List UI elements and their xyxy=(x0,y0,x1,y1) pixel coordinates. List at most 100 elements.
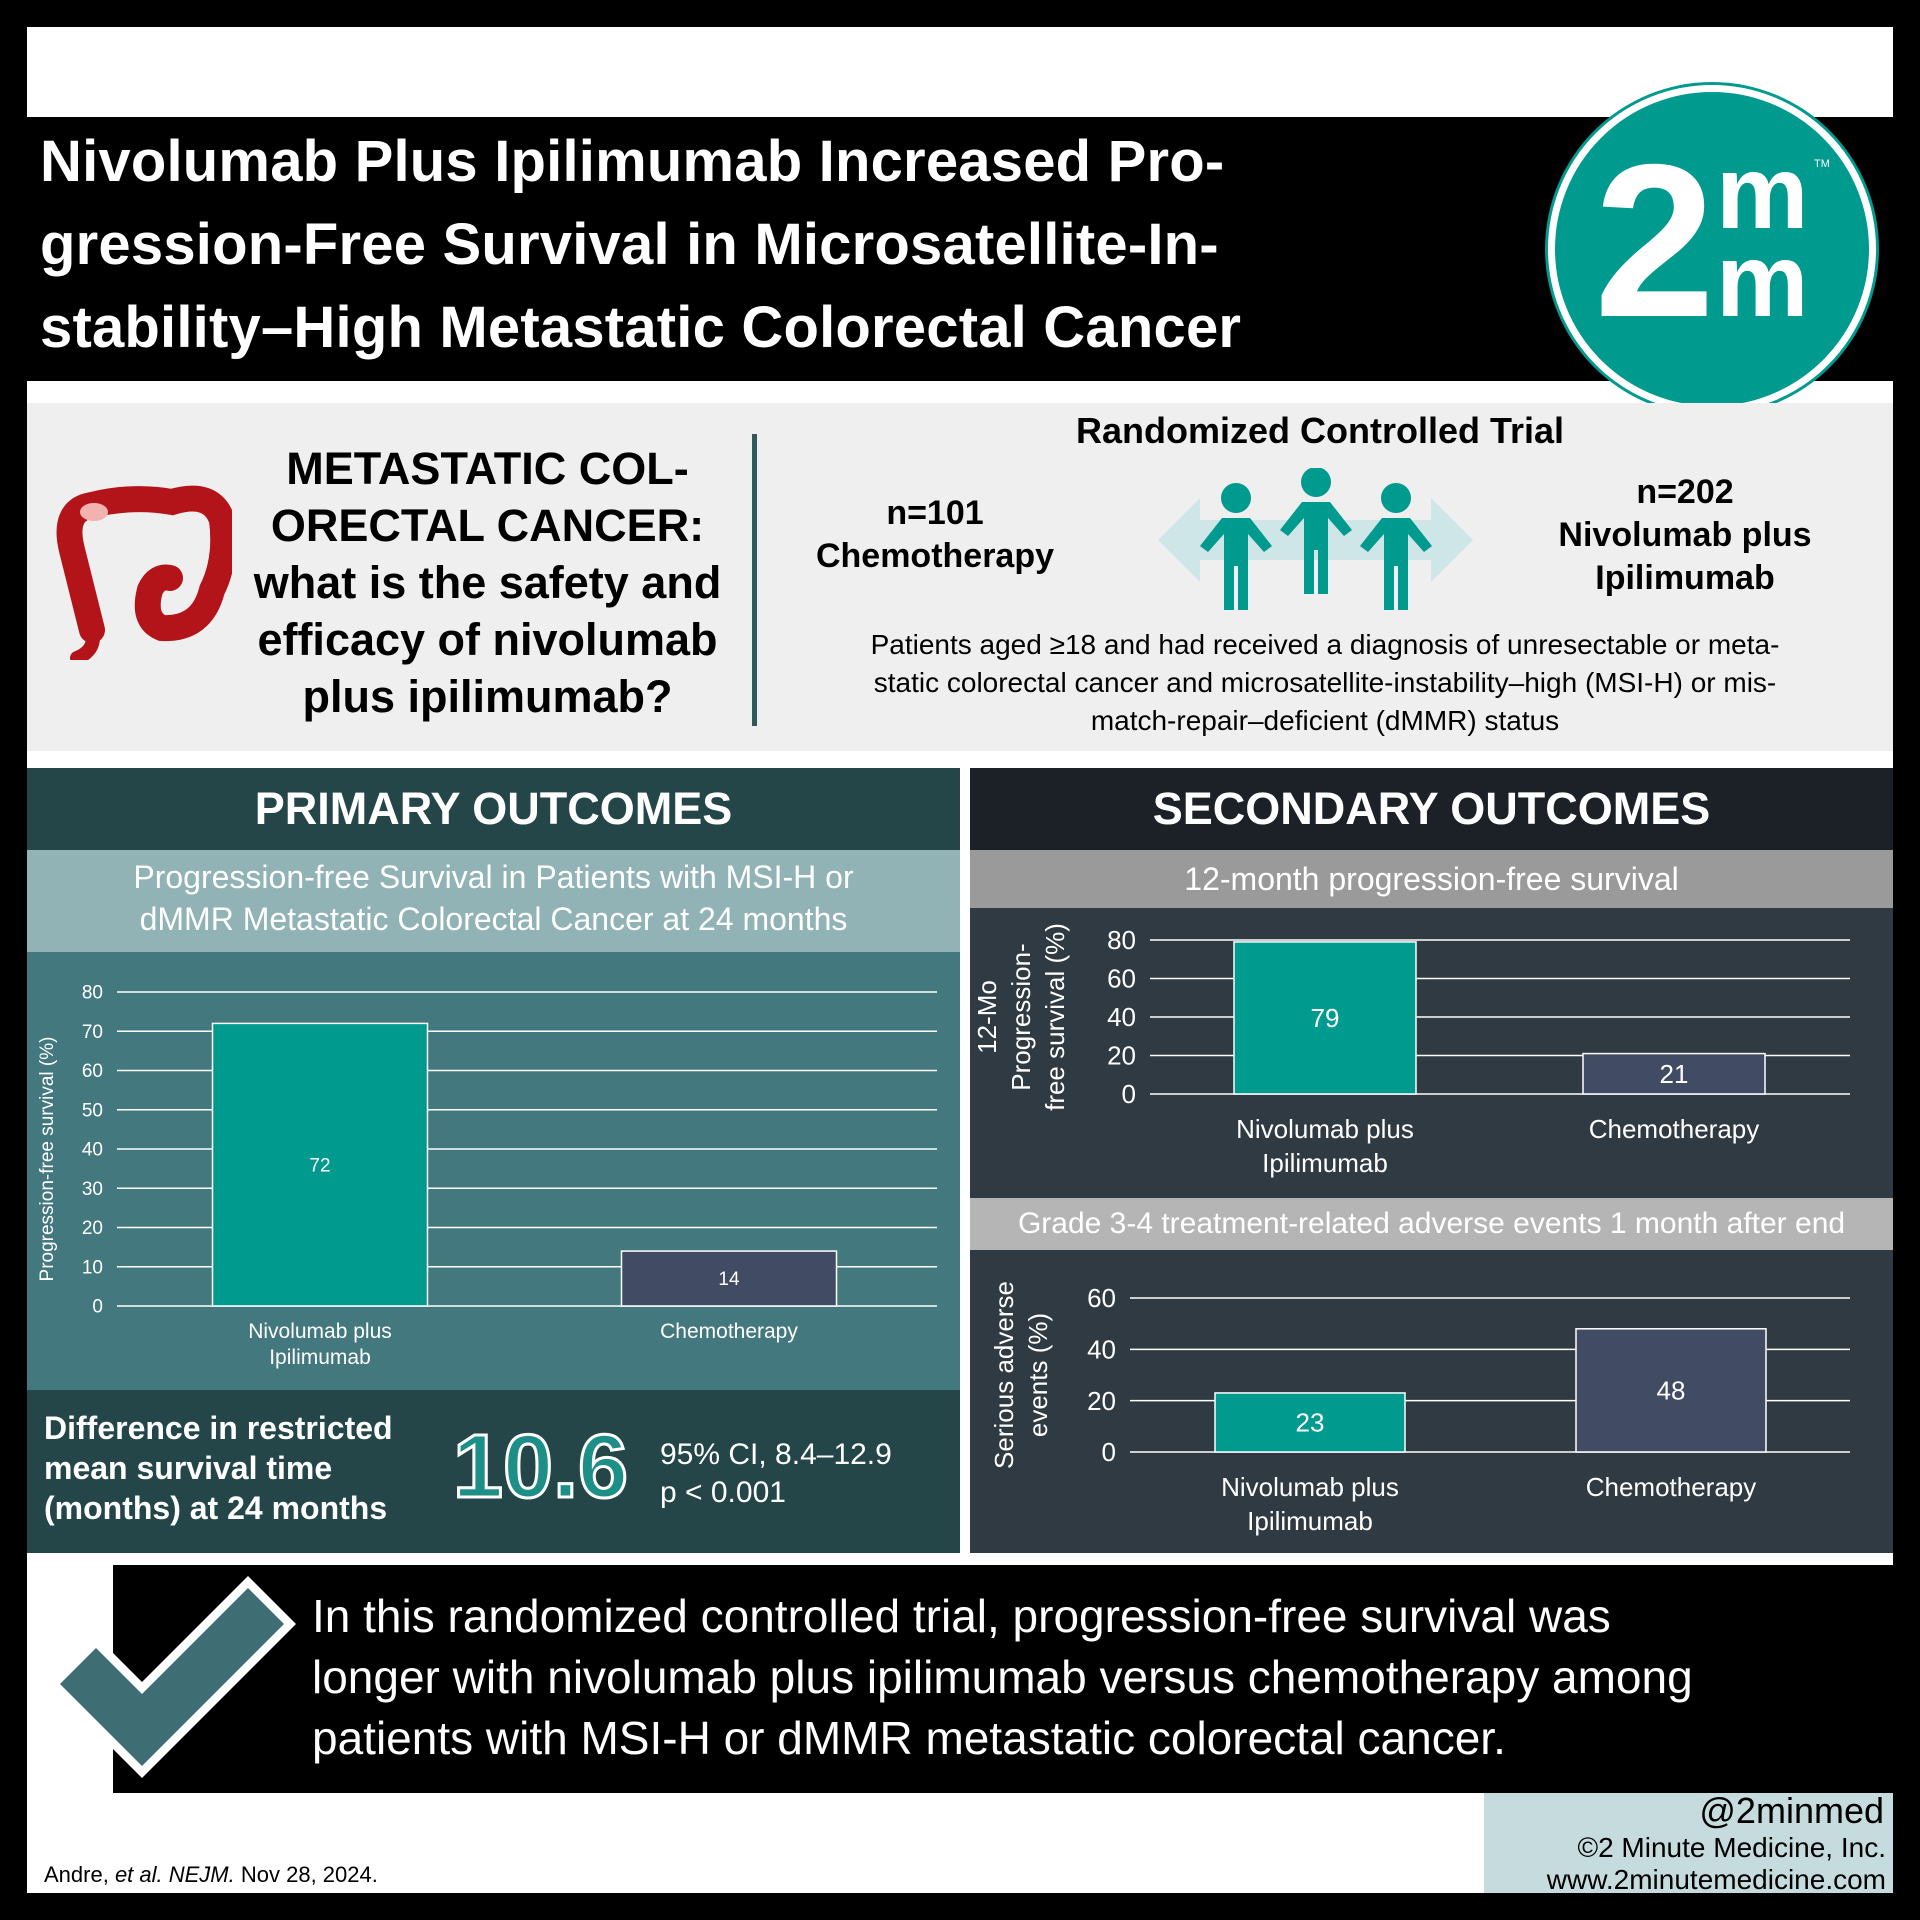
arm-name: Ipilimumab xyxy=(1595,559,1775,597)
question-line: efficacy of nivolumab xyxy=(257,614,718,665)
secondary-header xyxy=(970,768,1893,850)
y-tick-label: 0 xyxy=(92,1297,103,1318)
inclusion-criteria: Patients aged ≥18 and had received a dia… xyxy=(790,626,1860,740)
secondary-subheader xyxy=(970,850,1893,908)
y-tick-label: 60 xyxy=(1087,1283,1116,1313)
title-line: Nivolumab Plus Ipilimumab Increased Pro- xyxy=(40,129,1225,194)
y-axis-label: events (%) xyxy=(1023,1313,1053,1437)
data-label: 14 xyxy=(718,1269,740,1290)
question-line: ORECTAL CANCER: xyxy=(270,500,705,551)
title-line: stability–High Metastatic Colorectal Can… xyxy=(40,295,1242,360)
label-line: (months) at 24 months xyxy=(44,1490,388,1526)
adverse-events-chart-title: Grade 3-4 treatment-related adverse even… xyxy=(1017,1207,1846,1240)
social-handle: @2minmed xyxy=(1699,1790,1884,1831)
colon-icon xyxy=(56,485,232,660)
copyright: ©2 Minute Medicine, Inc. xyxy=(1577,1832,1886,1863)
secondary-heading: SECONDARY OUTCOMES xyxy=(1152,783,1711,834)
y-axis-label: Progression-free survival (%) xyxy=(37,1037,58,1282)
conclusion-text: In this randomized controlled trial, pro… xyxy=(312,1586,1872,1769)
x-category-label: Ipilimumab xyxy=(1247,1506,1373,1536)
bar-chemotherapy xyxy=(1582,1052,1766,1095)
data-label: 72 xyxy=(309,1155,330,1176)
logo-letter: m xyxy=(1716,135,1809,251)
primary-heading: PRIMARY OUTCOMES xyxy=(254,783,733,834)
label-line: mean survival time xyxy=(44,1450,333,1486)
y-tick-label: 30 xyxy=(82,1179,103,1200)
credits-box xyxy=(1484,1793,1893,1893)
x-category-label: Ipilimumab xyxy=(269,1346,371,1369)
y-axis-label: Progression- xyxy=(1006,943,1036,1090)
bar-chemotherapy xyxy=(1575,1328,1767,1453)
trademark-mark: TM xyxy=(1814,158,1830,170)
y-tick-label: 20 xyxy=(1107,1041,1136,1071)
checkmark-icon xyxy=(48,1576,296,1778)
primary-header xyxy=(27,768,960,850)
pfs-24mo-chart: 0 10 20 30 40 50 60 70 80 72 Nivolumab plus Ipilimu… xyxy=(37,983,937,1369)
primary-subheader xyxy=(27,850,960,952)
question-band xyxy=(27,403,1893,751)
divider xyxy=(752,434,757,726)
x-category-label: Nivolumab plus xyxy=(1221,1472,1399,1502)
arm-name: Nivolumab plus xyxy=(1558,516,1812,554)
chemotherapy-arm: n=101 Chemotherapy xyxy=(800,492,1070,578)
pfs-12mo-chart: 0 20 40 60 80 79 Nivolumab plus Ipilimumab 21 Che… xyxy=(972,923,1850,1178)
research-question: METASTATIC COL- ORECTAL CANCER: what is … xyxy=(235,440,740,725)
bar-nivolumab xyxy=(1214,1392,1406,1453)
data-label: 79 xyxy=(1311,1003,1340,1033)
chart-title-line: Progression-free Survival in Patients wi… xyxy=(133,859,854,895)
y-tick-label: 80 xyxy=(1107,925,1136,955)
secondary-subheader xyxy=(970,1198,1893,1250)
y-axis-label: Serious adverse xyxy=(989,1281,1019,1469)
citation-date: Nov 28, 2024. xyxy=(234,1862,378,1887)
rmst-difference-value: 10.6 xyxy=(451,1416,629,1519)
data-label: 21 xyxy=(1660,1059,1689,1089)
criteria-line: Patients aged ≥18 and had received a dia… xyxy=(870,629,1780,660)
criteria-line: static colorectal cancer and microsatell… xyxy=(873,667,1777,698)
y-tick-label: 60 xyxy=(82,1061,103,1082)
question-line: plus ipilimumab? xyxy=(302,671,673,722)
data-label: 48 xyxy=(1657,1376,1686,1406)
y-axis-label: 12-Mo xyxy=(972,980,1002,1054)
criteria-line: match-repair–deficient (dMMR) status xyxy=(1090,705,1560,736)
y-tick-label: 0 xyxy=(1122,1079,1136,1109)
logo-letter: m xyxy=(1716,223,1809,339)
y-tick-label: 10 xyxy=(82,1257,103,1278)
y-tick-label: 20 xyxy=(82,1218,103,1239)
randomization-people-icon xyxy=(1158,468,1473,610)
x-category-label: Ipilimumab xyxy=(1262,1148,1388,1178)
question-line: METASTATIC COL- xyxy=(286,443,689,494)
conclusion-line: In this randomized controlled trial, pro… xyxy=(312,1590,1611,1642)
x-category-label: Chemotherapy xyxy=(1586,1472,1757,1502)
conclusion-line: longer with nivolumab plus ipilimumab ve… xyxy=(312,1651,1693,1703)
arm-sample-size: n=101 xyxy=(886,494,984,532)
y-tick-label: 80 xyxy=(82,983,103,1004)
adverse-events-chart: 0 20 40 60 23 Nivolumab plus Ipilimumab 48 Chemo… xyxy=(989,1281,1850,1536)
bar-nivolumab xyxy=(1233,941,1417,1095)
citation: Andre, et al. NEJM. Nov 28, 2024. xyxy=(44,1862,378,1888)
conclusion-band xyxy=(113,1565,1893,1793)
logo-digit: 2 xyxy=(1594,120,1716,363)
page-title: Nivolumab Plus Ipilimumab Increased Pro-… xyxy=(40,120,1510,369)
primary-chart-title: Progression-free Survival in Patients wi… xyxy=(27,856,960,940)
y-tick-label: 0 xyxy=(1102,1437,1116,1467)
arm-sample-size: n=202 xyxy=(1636,473,1734,511)
p-value: p < 0.001 xyxy=(660,1476,786,1509)
x-category-label: Nivolumab plus xyxy=(248,1320,392,1343)
y-tick-label: 50 xyxy=(82,1100,103,1121)
y-tick-label: 40 xyxy=(82,1140,103,1161)
citation-journal: et al. NEJM. xyxy=(114,1862,235,1887)
bar-chemotherapy xyxy=(620,1250,838,1307)
title-line: gression-Free Survival in Microsatellite… xyxy=(40,212,1219,277)
citation-author: Andre, xyxy=(44,1862,115,1887)
ci-line: 95% CI, 8.4–12.9 xyxy=(660,1438,892,1471)
confidence-interval: 95% CI, 8.4–12.9 p < 0.001 xyxy=(660,1436,930,1512)
question-line: what is the safety and xyxy=(253,557,722,608)
x-category-label: Chemotherapy xyxy=(660,1320,798,1343)
y-tick-label: 70 xyxy=(82,1022,103,1043)
nivolumab-arm: n=202 Nivolumab plus Ipilimumab xyxy=(1530,471,1840,600)
data-label: 23 xyxy=(1296,1408,1325,1438)
y-tick-label: 40 xyxy=(1107,1002,1136,1032)
x-category-label: Nivolumab plus xyxy=(1236,1114,1414,1144)
website-url: www.2minutemedicine.com xyxy=(1546,1864,1886,1895)
y-tick-label: 40 xyxy=(1087,1334,1116,1364)
